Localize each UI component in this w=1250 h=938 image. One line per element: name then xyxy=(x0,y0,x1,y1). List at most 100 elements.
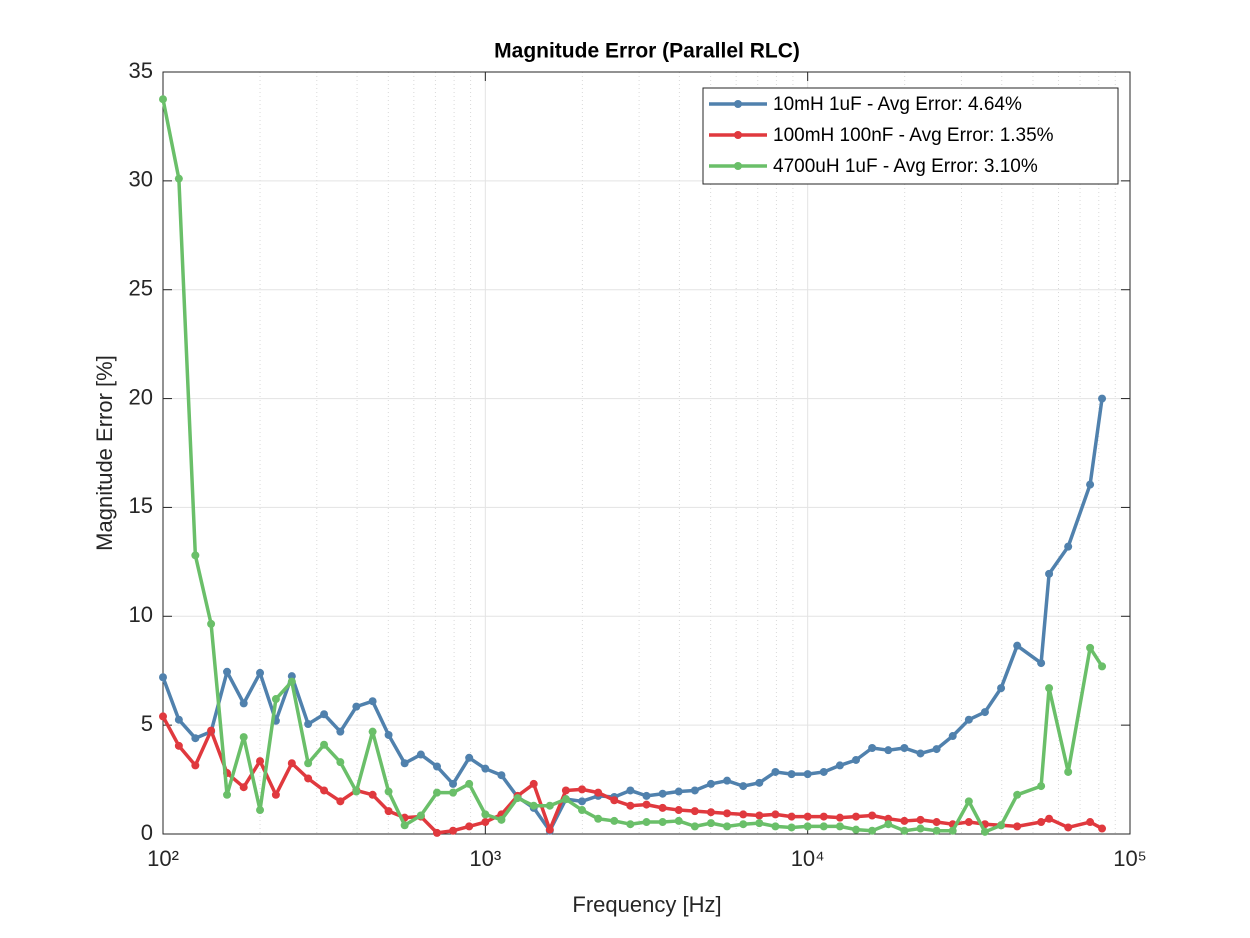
data-point xyxy=(868,744,877,753)
data-point xyxy=(916,815,925,824)
data-point xyxy=(304,720,313,729)
y-tick-label: 35 xyxy=(129,58,153,83)
data-point xyxy=(868,826,877,835)
data-point xyxy=(900,816,909,825)
data-point xyxy=(352,787,361,796)
data-point xyxy=(336,727,345,736)
data-point xyxy=(223,790,232,799)
data-point xyxy=(884,820,893,829)
data-point xyxy=(497,771,506,780)
legend-box xyxy=(702,87,1119,185)
data-point xyxy=(674,806,683,815)
data-point xyxy=(481,810,490,819)
data-point xyxy=(174,174,183,183)
data-point xyxy=(1064,542,1073,551)
data-point xyxy=(868,811,877,820)
data-point xyxy=(1086,818,1095,827)
data-point xyxy=(997,821,1006,830)
x-tick-label: 10² xyxy=(147,846,179,871)
data-point xyxy=(320,740,329,749)
data-point xyxy=(320,710,329,719)
data-point xyxy=(932,745,941,754)
data-point xyxy=(932,818,941,827)
data-point xyxy=(384,787,393,796)
data-point xyxy=(465,779,474,788)
data-point xyxy=(948,732,957,741)
data-point xyxy=(271,790,280,799)
data-point xyxy=(835,813,844,822)
data-point xyxy=(594,814,603,823)
data-point xyxy=(1098,394,1107,403)
data-point xyxy=(1098,824,1107,833)
data-point xyxy=(207,726,216,735)
data-point xyxy=(256,668,265,677)
data-point xyxy=(449,779,458,788)
legend: 10mH 1uF - Avg Error: 4.64% 100mH 100nF -… xyxy=(702,87,1119,185)
data-point xyxy=(723,822,732,831)
y-tick-label: 25 xyxy=(129,276,153,301)
data-point xyxy=(545,825,554,834)
data-point xyxy=(980,827,989,836)
data-point xyxy=(1098,662,1107,671)
data-point xyxy=(287,759,296,768)
x-tick-label: 10⁴ xyxy=(791,846,825,871)
data-point xyxy=(706,808,715,817)
data-point xyxy=(835,761,844,770)
data-point xyxy=(658,789,667,798)
data-point xyxy=(368,790,377,799)
legend-marker xyxy=(734,131,742,139)
data-point xyxy=(352,702,361,711)
data-point xyxy=(723,809,732,818)
data-point xyxy=(465,822,474,831)
data-point xyxy=(304,759,313,768)
data-point xyxy=(400,759,409,768)
data-point xyxy=(578,785,587,794)
data-point xyxy=(674,816,683,825)
data-point xyxy=(642,791,651,800)
data-point xyxy=(529,801,538,810)
data-point xyxy=(900,744,909,753)
data-point xyxy=(432,828,441,837)
data-point xyxy=(610,796,619,805)
data-point xyxy=(626,820,635,829)
legend-label: 4700uH 1uF - Avg Error: 3.10% xyxy=(773,156,1038,177)
data-point xyxy=(884,746,893,755)
data-point xyxy=(819,822,828,831)
data-point xyxy=(529,779,538,788)
data-point xyxy=(997,684,1006,693)
data-point xyxy=(626,786,635,795)
data-point xyxy=(400,821,409,830)
data-point xyxy=(658,803,667,812)
x-tick-label: 10⁵ xyxy=(1113,846,1147,871)
data-point xyxy=(658,818,667,827)
data-point xyxy=(465,753,474,762)
data-point xyxy=(174,715,183,724)
data-point xyxy=(1064,767,1073,776)
data-point xyxy=(416,811,425,820)
y-tick-label: 30 xyxy=(129,167,153,192)
data-point xyxy=(561,786,570,795)
data-point xyxy=(239,783,248,792)
data-point xyxy=(739,782,748,791)
data-point xyxy=(610,816,619,825)
data-point xyxy=(819,812,828,821)
data-point xyxy=(1013,822,1022,831)
data-point xyxy=(1086,643,1095,652)
data-point xyxy=(449,826,458,835)
data-point xyxy=(174,741,183,750)
data-point xyxy=(1037,659,1046,668)
legend-label: 100mH 100nF - Avg Error: 1.35% xyxy=(773,125,1054,146)
data-point xyxy=(835,822,844,831)
data-point xyxy=(594,788,603,797)
data-point xyxy=(916,749,925,758)
data-point xyxy=(271,695,280,704)
y-tick-label: 15 xyxy=(129,493,153,518)
data-point xyxy=(578,797,587,806)
data-point xyxy=(642,800,651,809)
data-point xyxy=(706,779,715,788)
data-point xyxy=(578,806,587,815)
data-point xyxy=(561,795,570,804)
legend-marker xyxy=(734,100,742,108)
data-point xyxy=(674,787,683,796)
